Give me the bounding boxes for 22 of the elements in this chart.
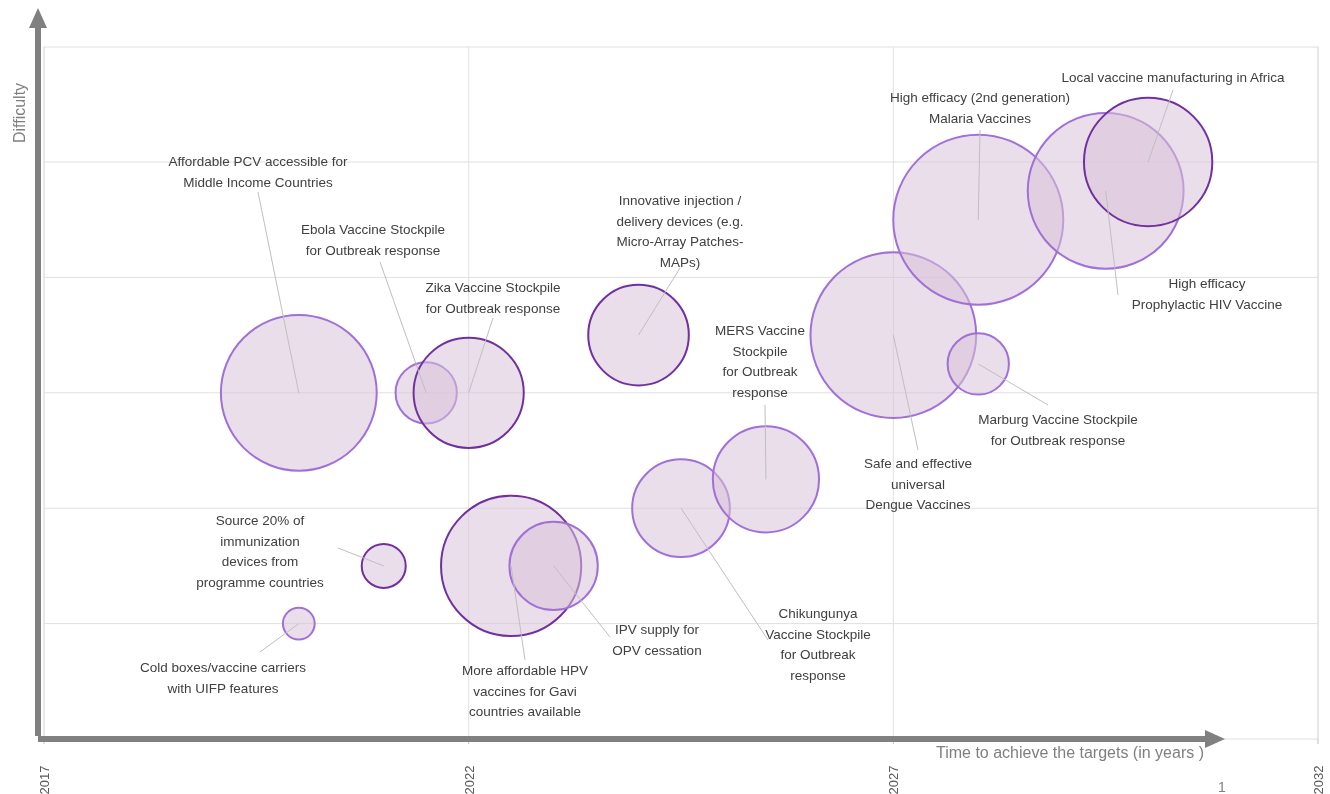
annotation: Zika Vaccine Stockpile for Outbreak response (425, 280, 561, 316)
annotation: Safe and effective universal Dengue Vaccines (864, 456, 972, 512)
x-axis-title: Time to achieve the targets (in years ) (936, 744, 1204, 761)
y-axis-title: Difficulty (11, 82, 28, 144)
annotation: Ebola Vaccine Stockpile for Outbreak response (301, 222, 445, 258)
annotation: Affordable PCV accessible for Middle Income Countries (168, 154, 349, 190)
x-tick-label: 2027 (886, 765, 902, 794)
annotation: Cold boxes/vaccine carriers with UIFP features (140, 660, 307, 696)
annotation: Chikungunya Vaccine Stockpile for Outbreak response (765, 606, 871, 683)
x-tick-label: 2032 (1311, 765, 1326, 794)
annotation: IPV supply for OPV cessation (612, 622, 702, 658)
annotation: High efficacy (2nd generation) Malaria Vaccines (890, 90, 1070, 126)
text: 1 (1218, 779, 1227, 794)
annotation: High efficacy Prophylactic HIV Vaccine (1131, 276, 1283, 312)
x-tick-label: 2022 (461, 765, 477, 794)
x-tick-label: 2017 (37, 765, 52, 794)
annotation: Marburg Vaccine Stockpile for Outbreak response (978, 412, 1138, 448)
annotation: More affordable HPV vaccines for Gavi countries available (462, 663, 588, 719)
annotation: Local vaccine manufacturing in Africa (1061, 70, 1285, 85)
annotation: MERS Vaccine Stockpile for Outbreak response (715, 323, 805, 400)
annotation: Innovative injection / delivery devices (e.g. Micro-Array Patches- MAPs) (616, 193, 744, 270)
annotation: Source 20% of immunization devices from programme countries (196, 513, 325, 590)
